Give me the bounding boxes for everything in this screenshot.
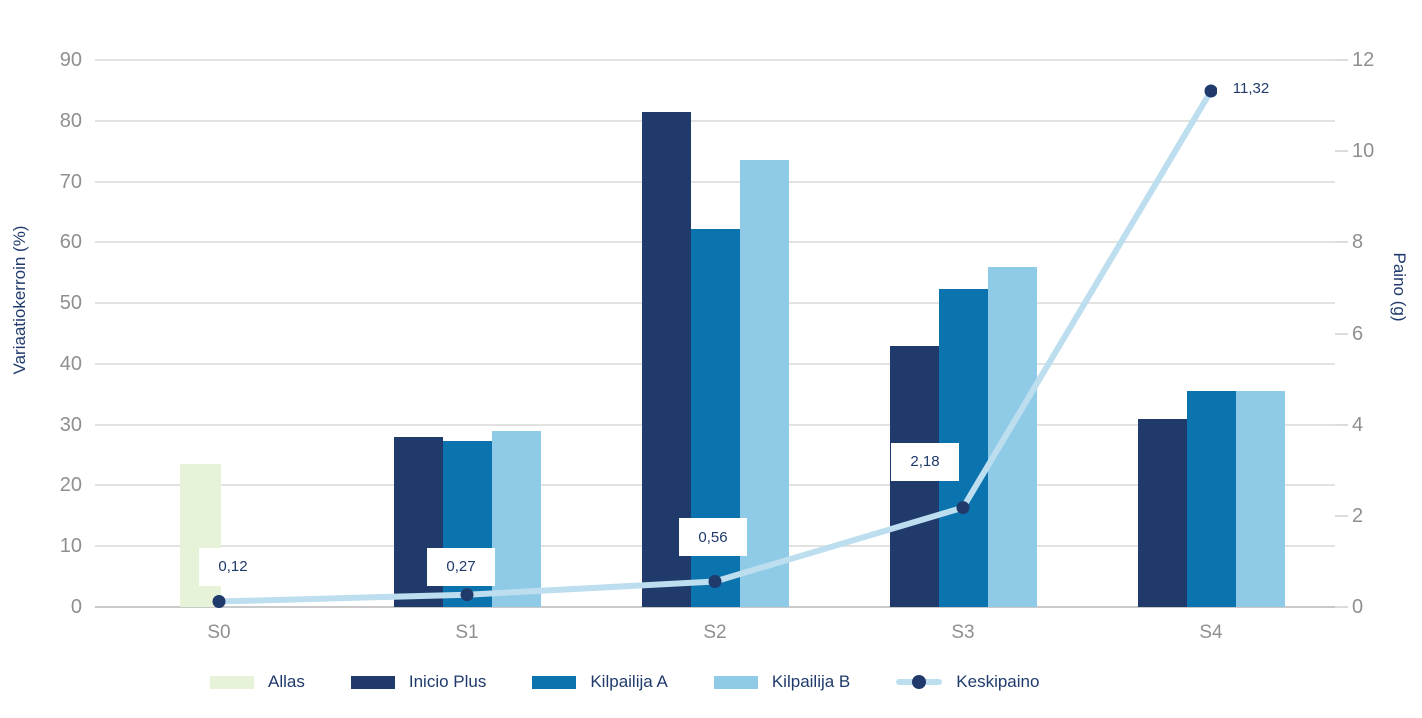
y-left-tick-50: 50 <box>59 292 82 315</box>
y-left-tick-80: 80 <box>59 109 82 132</box>
legend-line-marker-icon <box>896 675 943 689</box>
gridline-70 <box>95 180 1335 183</box>
legend-label: Inicio Plus <box>408 672 487 691</box>
y-right-tick-0: 0 <box>1352 596 1364 618</box>
gridline-90 <box>95 59 1335 61</box>
legend-item-keskipaino: Keskipaino <box>896 672 1039 692</box>
y-right-tick-12: 12 <box>1352 49 1375 71</box>
y-right-tickmark-0 <box>1335 606 1348 608</box>
y-right-tickmark-6 <box>1335 332 1348 335</box>
legend-label: Kilpailija B <box>771 672 851 691</box>
legend-item-inicio-plus: Inicio Plus <box>350 672 487 692</box>
legend-label: Keskipaino <box>956 672 1040 691</box>
bar-allas-s0 <box>180 464 221 607</box>
y-right-tickmark-10 <box>1335 150 1348 153</box>
data-label-s0: 0,12 <box>199 547 267 586</box>
x-tick-S3: S3 <box>951 622 975 643</box>
legend-line-dot <box>912 675 927 689</box>
legend-swatch-allas <box>210 675 254 689</box>
data-label-s2: 0,56 <box>679 518 747 557</box>
x-tick-S2: S2 <box>703 622 727 643</box>
y-right-tickmark-12 <box>1335 59 1348 61</box>
bar-kilpailija-b-s1 <box>491 430 541 607</box>
x-tick-S1: S1 <box>455 622 479 643</box>
gridline-80 <box>95 119 1335 122</box>
y-left-tick-10: 10 <box>59 535 82 558</box>
gridline-0 <box>95 606 1335 608</box>
bar-kilpailija-b-s3 <box>987 266 1037 607</box>
y-right-tickmark-8 <box>1335 241 1348 244</box>
data-label-s3: 2,18 <box>891 442 959 481</box>
y-right-tick-8: 8 <box>1352 231 1364 254</box>
bar-kilpailija-a-s4 <box>1186 390 1236 607</box>
y-left-tick-90: 90 <box>59 49 82 71</box>
data-label-s4: 11,32 <box>1217 69 1285 108</box>
y-right-tickmark-4 <box>1335 423 1348 426</box>
y-right-tick-4: 4 <box>1352 413 1364 436</box>
x-tick-S0: S0 <box>207 622 231 643</box>
x-tick-S4: S4 <box>1199 622 1223 643</box>
y-left-tick-20: 20 <box>59 474 82 497</box>
legend-swatch-kilpailija-a <box>532 675 577 689</box>
legend-item-kilpailija-b: Kilpailija B <box>713 672 851 692</box>
legend-label: Kilpailija A <box>590 672 668 691</box>
y-right-tick-10: 10 <box>1352 140 1375 163</box>
y-axis-title-left: Variaatiokerroin (%) <box>10 225 29 375</box>
legend-label: Allas <box>268 672 305 691</box>
y-right-tick-6: 6 <box>1352 322 1364 345</box>
legend-swatch-inicio-plus <box>350 675 395 689</box>
legend-swatch-kilpailija-b <box>713 675 758 689</box>
legend-item-kilpailija-a: Kilpailija A <box>532 672 668 692</box>
keskipaino-marker-s4 <box>1204 84 1218 98</box>
y-left-tick-0: 0 <box>70 596 82 618</box>
y-right-tick-2: 2 <box>1352 504 1364 527</box>
bar-kilpailija-b-s4 <box>1235 390 1285 607</box>
y-left-tick-60: 60 <box>59 231 82 254</box>
bar-inicio-plus-s4 <box>1137 418 1187 607</box>
y-left-tick-30: 30 <box>59 413 82 436</box>
chart-legend: Allas Inicio Plus Kilpailija A Kilpailija B… <box>210 668 1039 696</box>
y-left-tick-70: 70 <box>59 170 82 193</box>
data-label-s1: 0,27 <box>427 547 495 586</box>
y-left-tick-40: 40 <box>59 352 82 375</box>
y-right-tickmark-2 <box>1335 514 1348 517</box>
y-axis-title-right: Paino (g) <box>1390 252 1409 322</box>
legend-item-allas: Allas <box>210 672 305 692</box>
